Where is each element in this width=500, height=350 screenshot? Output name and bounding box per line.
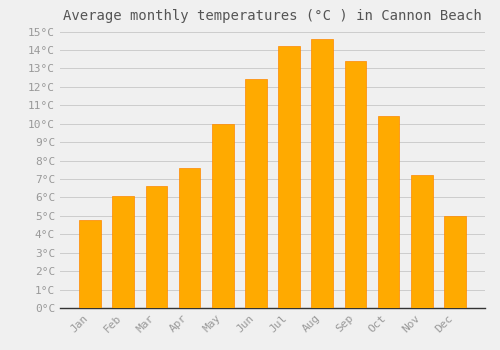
Bar — [312, 39, 333, 308]
Bar — [278, 46, 300, 308]
Bar — [444, 216, 466, 308]
Bar — [179, 168, 201, 308]
Bar — [411, 175, 432, 308]
Bar — [212, 124, 234, 308]
Bar — [378, 116, 400, 308]
Bar — [146, 186, 167, 308]
Title: Average monthly temperatures (°C ) in Cannon Beach: Average monthly temperatures (°C ) in Ca… — [63, 9, 482, 23]
Bar — [245, 79, 266, 308]
Bar — [80, 219, 101, 308]
Bar — [112, 196, 134, 308]
Bar — [344, 61, 366, 308]
